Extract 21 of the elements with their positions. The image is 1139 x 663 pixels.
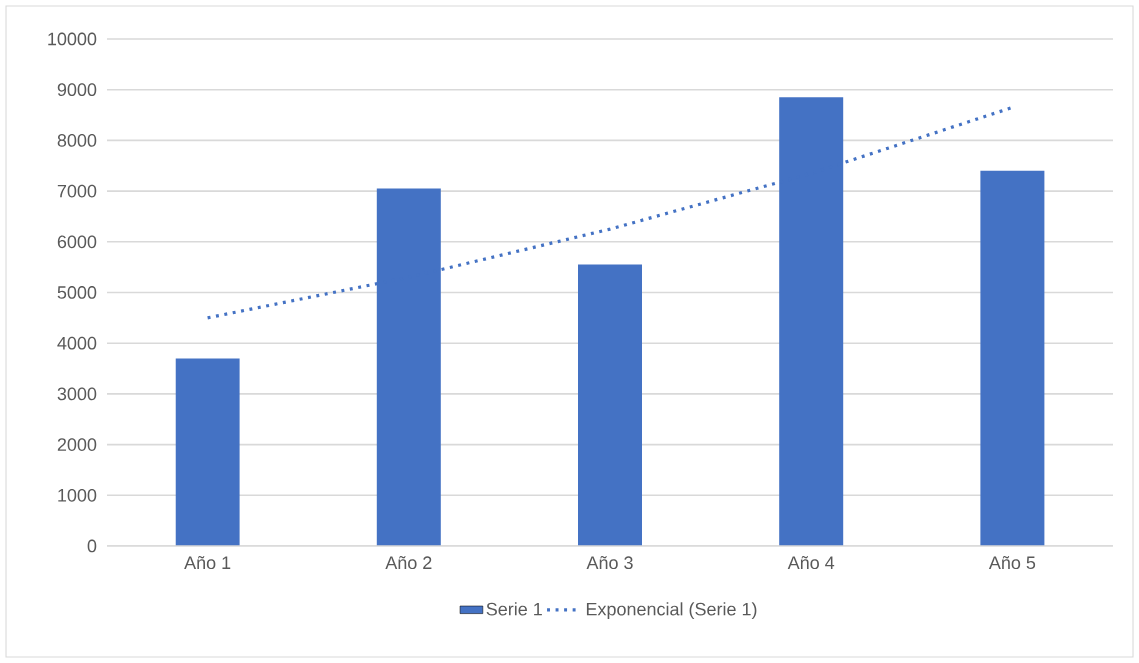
x-tick-label: Año 3	[586, 556, 633, 570]
legend-label: Serie 1	[486, 602, 542, 616]
y-tick-label: 9000	[57, 83, 97, 97]
y-tick-label: 10000	[48, 32, 97, 46]
x-tick-label: Año 5	[988, 556, 1036, 570]
y-tick-label: 3000	[57, 387, 97, 401]
bar	[175, 358, 240, 546]
y-tick-label: 4000	[57, 336, 97, 350]
x-tick-label: Año 2	[385, 556, 432, 570]
y-tick-label: 1000	[58, 488, 97, 502]
y-tick-label: 5000	[57, 286, 97, 299]
x-tick-label: Año 4	[787, 556, 835, 570]
bar	[578, 264, 642, 546]
x-tick-label: Año 1	[184, 556, 231, 570]
bar	[980, 170, 1045, 546]
y-tick-label: 8000	[57, 134, 97, 147]
y-tick-label: 6000	[57, 235, 97, 249]
y-tick-label: 2000	[57, 438, 97, 451]
y-tick-label: 7000	[57, 184, 97, 198]
legend-label: Exponencial (Serie 1)	[586, 602, 757, 620]
y-tick-label: 0	[87, 539, 97, 553]
